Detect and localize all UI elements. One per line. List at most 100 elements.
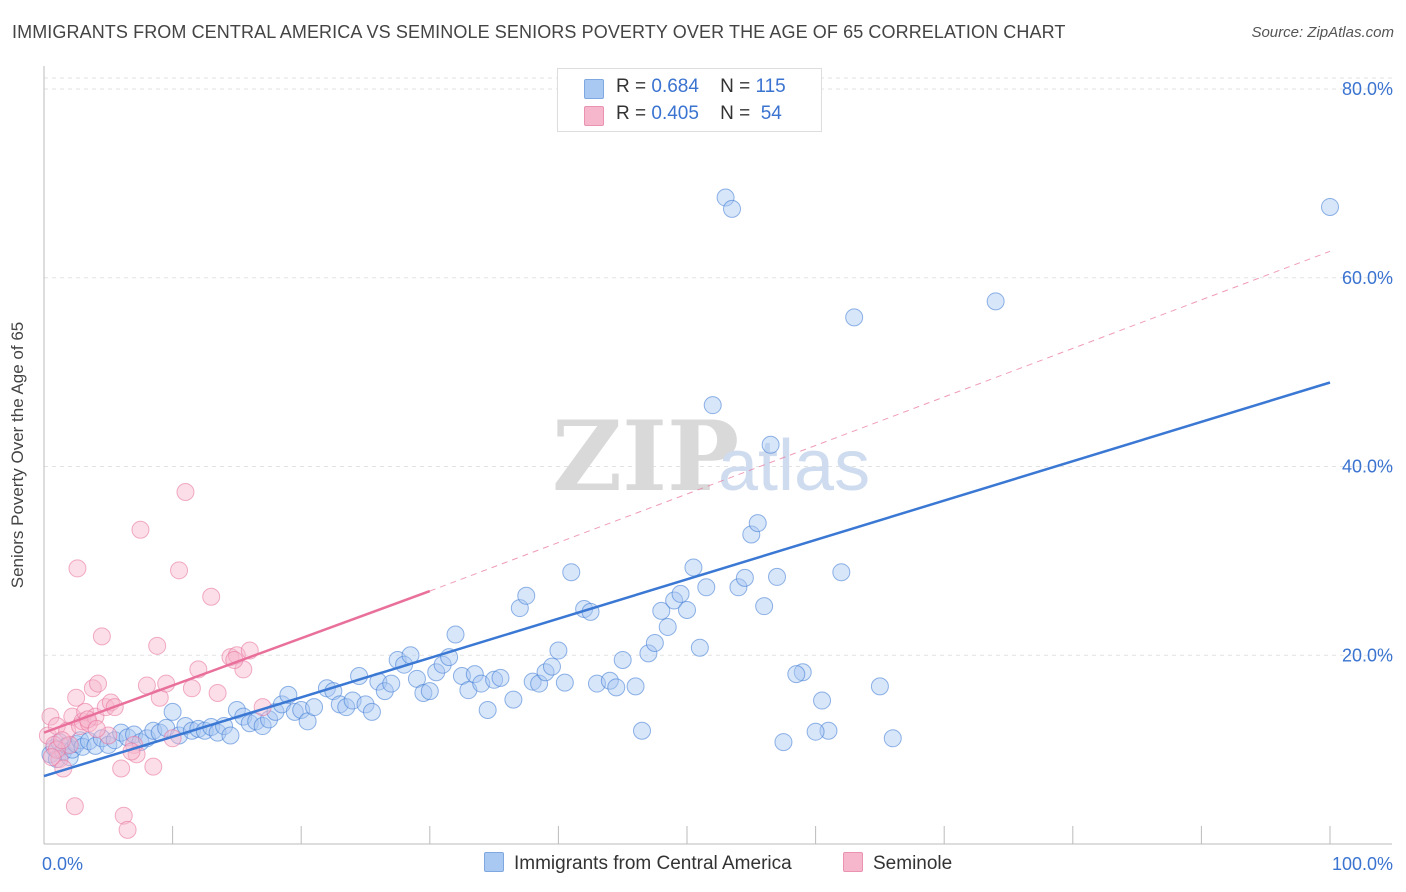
tick-labels: 20.0% 40.0% 60.0% 80.0% 0.0% 100.0% <box>42 79 1393 874</box>
data-point <box>446 625 465 644</box>
watermark: ZIP atlas <box>552 400 870 513</box>
data-point <box>41 707 60 726</box>
data-point <box>742 525 761 544</box>
data-point <box>716 188 735 207</box>
data-point <box>112 759 131 778</box>
data-point <box>253 717 272 736</box>
bottom-legend-swatch-seminole <box>843 852 863 872</box>
data-point <box>761 435 780 454</box>
data-point <box>99 726 118 745</box>
trend-line <box>43 381 1331 778</box>
data-point <box>208 684 227 702</box>
legend-r-label: R = <box>616 103 647 124</box>
data-point <box>678 600 696 619</box>
data-point <box>729 578 748 597</box>
bottom-legend-central-america: Immigrants from Central America <box>484 852 792 875</box>
data-point <box>832 563 851 582</box>
data-point <box>549 641 568 660</box>
data-point <box>478 700 497 719</box>
y-axis-label: Seniors Poverty Over the Age of 65 <box>8 321 27 589</box>
data-point <box>562 563 581 582</box>
data-point <box>67 688 86 707</box>
data-point <box>613 650 632 669</box>
y-tick-label: 60.0% <box>1342 268 1393 288</box>
legend-r-label: R = <box>616 76 647 97</box>
data-point <box>671 584 690 603</box>
data-point <box>748 514 767 533</box>
data-point <box>632 721 651 740</box>
data-point <box>202 587 221 606</box>
data-point <box>684 558 703 577</box>
source-label: Source: ZipAtlas.com <box>1251 24 1394 41</box>
data-point <box>68 559 87 578</box>
data-point <box>42 748 61 767</box>
data-point <box>806 722 825 741</box>
legend-r-value: 0.684 <box>651 76 699 97</box>
data-point <box>427 663 446 682</box>
data-point <box>182 679 201 698</box>
data-point <box>645 633 664 652</box>
data-points <box>38 188 1339 839</box>
stats-legend: R = 0.684 N = 115 R = 0.405 N = 54 <box>557 68 822 132</box>
legend-n-label: N = <box>720 76 751 97</box>
data-point <box>131 520 150 539</box>
data-point <box>870 677 889 696</box>
data-point <box>382 674 401 693</box>
data-point <box>517 586 536 605</box>
data-point <box>491 668 510 687</box>
chart-title: IMMIGRANTS FROM CENTRAL AMERICA VS SEMIN… <box>12 22 1066 42</box>
trend-lines <box>43 250 1331 778</box>
watermark-atlas: atlas <box>718 426 870 506</box>
data-point <box>305 698 324 717</box>
data-point <box>813 691 832 710</box>
data-point <box>665 591 684 610</box>
data-point <box>787 665 806 684</box>
data-point <box>768 567 787 586</box>
data-point <box>883 729 902 748</box>
y-tick-label: 80.0% <box>1342 79 1393 99</box>
legend-n-value: 54 <box>760 103 782 124</box>
watermark-zip: ZIP <box>552 400 739 513</box>
data-point <box>652 601 671 620</box>
data-point <box>221 726 240 745</box>
data-point <box>144 757 163 776</box>
x-tick-label: 100.0% <box>1332 854 1393 874</box>
data-point <box>607 678 626 697</box>
legend-n-value: 115 <box>755 76 786 97</box>
data-point <box>176 482 195 501</box>
data-point <box>703 396 722 415</box>
bottom-legend-label-central-america: Immigrants from Central America <box>514 853 792 874</box>
legend-n-label: N = <box>720 103 751 124</box>
data-point <box>845 308 864 327</box>
x-tick-label: 0.0% <box>42 854 83 874</box>
data-point <box>356 695 375 714</box>
data-point <box>53 731 72 750</box>
data-point <box>755 597 774 616</box>
data-point <box>626 677 645 696</box>
data-point <box>523 672 542 691</box>
data-point <box>465 665 484 684</box>
data-point <box>38 726 57 745</box>
data-point <box>735 568 754 587</box>
bottom-legend-seminole: Seminole <box>843 852 952 875</box>
data-point <box>148 636 167 655</box>
legend-r-value: 0.405 <box>651 103 699 124</box>
data-point <box>118 820 137 839</box>
axes <box>43 66 1392 845</box>
data-point <box>234 660 253 679</box>
data-point <box>819 721 838 740</box>
trend-line <box>43 589 431 734</box>
y-tick-label: 40.0% <box>1342 457 1393 477</box>
data-point <box>87 719 106 738</box>
data-point <box>92 627 111 646</box>
data-point <box>414 684 433 702</box>
data-point <box>227 700 246 719</box>
data-point <box>723 199 742 218</box>
bottom-legend-swatch-central-america <box>484 852 504 872</box>
data-point <box>690 638 709 657</box>
data-point <box>337 698 356 717</box>
data-point <box>114 806 133 825</box>
data-point <box>639 644 658 663</box>
data-point <box>504 690 523 709</box>
